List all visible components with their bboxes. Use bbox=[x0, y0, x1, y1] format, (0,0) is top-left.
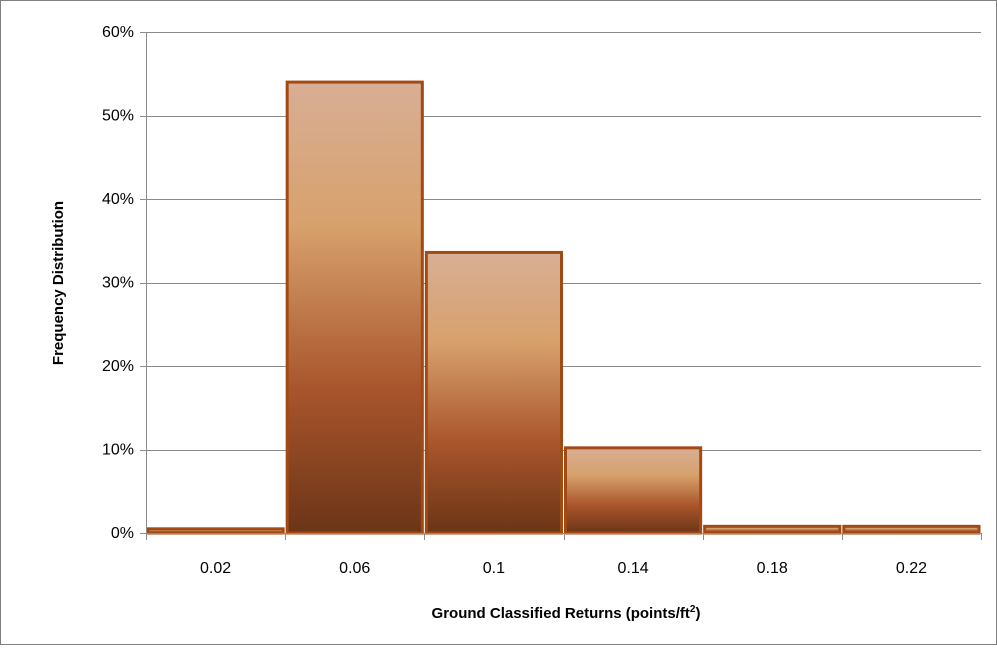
x-tick-label: 0.1 bbox=[483, 560, 505, 577]
bar-0.02 bbox=[146, 527, 285, 535]
x-axis-title: Ground Classified Returns (points/ft2) bbox=[432, 604, 701, 622]
y-tick-label: 10% bbox=[102, 442, 134, 459]
bar-0.18 bbox=[703, 524, 842, 535]
y-tick-label: 0% bbox=[111, 525, 134, 542]
y-tick-label: 30% bbox=[102, 275, 134, 292]
bar-0.14 bbox=[564, 446, 703, 535]
x-axis-title-main: Ground Classified Returns (points/ft bbox=[432, 605, 690, 622]
y-tick-label: 50% bbox=[102, 108, 134, 125]
x-tick-label: 0.14 bbox=[618, 560, 649, 577]
bar-0.06 bbox=[285, 80, 424, 535]
axes bbox=[140, 32, 982, 540]
x-tick-label: 0.06 bbox=[339, 560, 370, 577]
y-tick-label: 20% bbox=[102, 358, 134, 375]
x-tick-label: 0.22 bbox=[896, 560, 927, 577]
bar-0.1 bbox=[424, 250, 564, 535]
x-tick-label: 0.18 bbox=[757, 560, 788, 577]
y-axis-title: Frequency Distribution bbox=[50, 201, 67, 365]
x-axis-title-superscript: 2 bbox=[690, 604, 696, 615]
x-axis-title-suffix: ) bbox=[695, 605, 700, 622]
x-tick-labels: 0.02 0.06 0.1 0.14 0.18 0.22 bbox=[200, 560, 927, 577]
bars bbox=[146, 80, 981, 535]
y-tick-label: 60% bbox=[102, 24, 134, 41]
y-tick-label: 40% bbox=[102, 191, 134, 208]
bar-0.22 bbox=[842, 524, 981, 535]
x-tick-label: 0.02 bbox=[200, 560, 231, 577]
y-tick-labels: 0% 10% 20% 30% 40% 50% 60% bbox=[102, 24, 134, 542]
gridlines bbox=[146, 32, 981, 451]
